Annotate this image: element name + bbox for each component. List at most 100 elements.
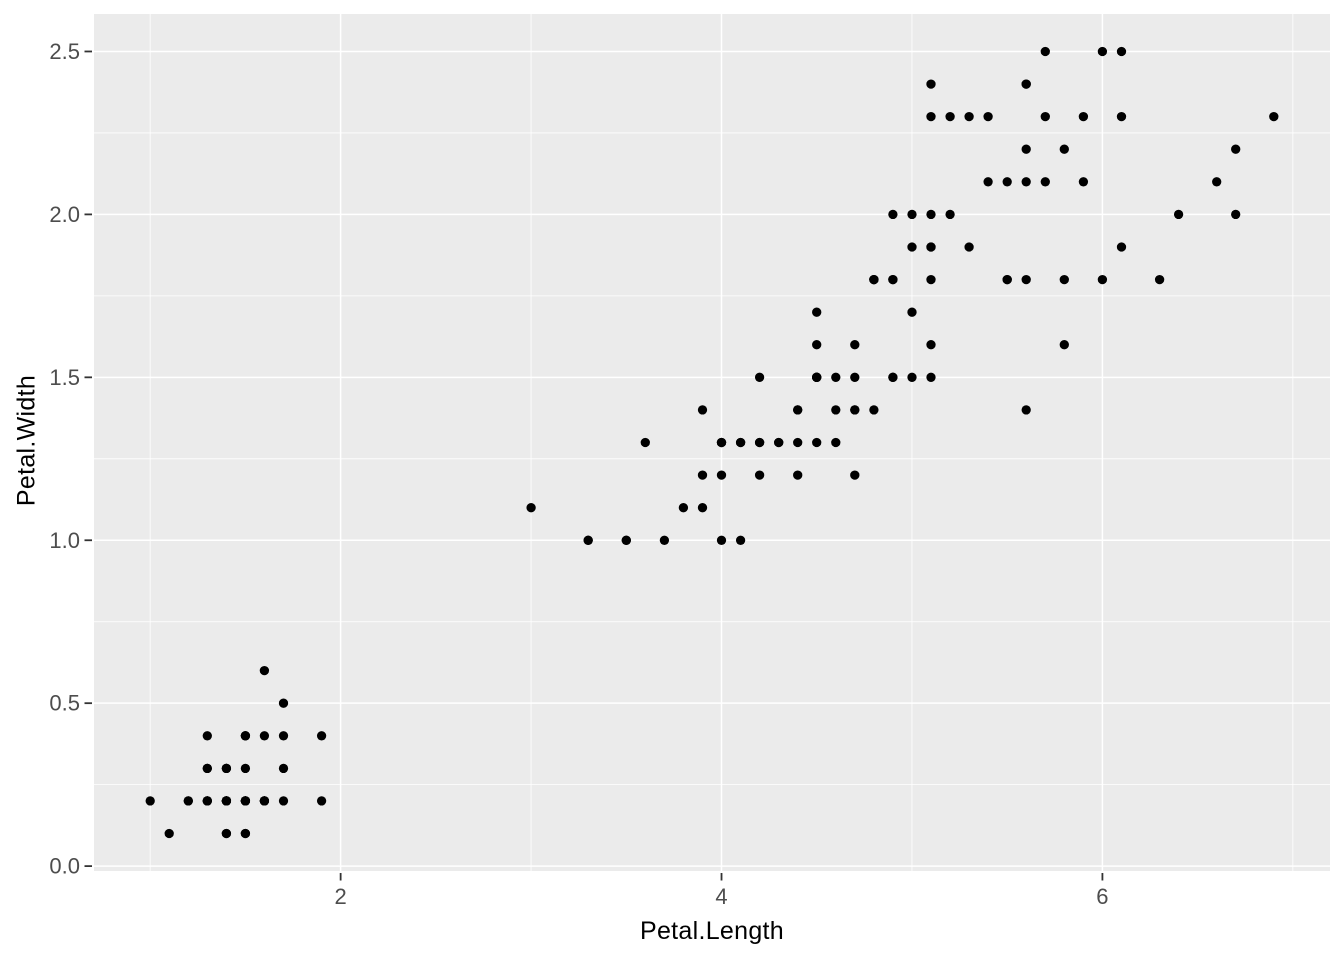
data-point — [1097, 46, 1108, 57]
data-point — [716, 535, 727, 545]
data-point — [1040, 46, 1050, 57]
data-point — [716, 437, 727, 448]
data-point — [1154, 274, 1165, 285]
data-point — [1021, 79, 1031, 89]
y-axis-title: Petal.Width — [12, 374, 41, 507]
data-point — [793, 470, 803, 480]
data-point — [888, 372, 898, 382]
data-point — [697, 470, 708, 480]
y-tick-label: 1.0 — [49, 528, 80, 553]
data-point — [259, 796, 270, 806]
data-point — [240, 763, 251, 774]
data-point — [316, 731, 327, 741]
plot-panel — [94, 14, 1330, 871]
data-point — [202, 763, 212, 774]
x-tick-label: 2 — [335, 884, 347, 909]
data-point — [716, 470, 727, 480]
data-point — [678, 503, 689, 513]
data-point — [1059, 340, 1069, 350]
y-tick-label: 0.0 — [49, 854, 80, 879]
y-tick-label: 2.0 — [49, 202, 80, 227]
data-point — [1116, 242, 1127, 252]
data-point — [926, 340, 936, 350]
data-point — [907, 242, 917, 252]
data-point — [659, 535, 670, 545]
data-point — [278, 763, 289, 774]
x-tick-label: 4 — [715, 884, 727, 909]
data-point — [812, 437, 822, 448]
data-point — [1002, 274, 1012, 285]
data-point — [945, 111, 955, 122]
data-point — [926, 79, 936, 89]
data-point — [1002, 177, 1012, 187]
data-point — [1021, 144, 1031, 154]
data-point — [1059, 144, 1069, 154]
data-point — [278, 796, 289, 806]
data-point — [526, 503, 536, 513]
data-point — [1116, 46, 1127, 57]
data-point — [1021, 177, 1031, 187]
data-point — [793, 405, 803, 415]
data-point — [1040, 177, 1050, 187]
data-point — [1021, 405, 1031, 415]
data-point — [926, 372, 936, 382]
data-point — [964, 111, 974, 122]
data-point — [1212, 177, 1222, 187]
data-point — [754, 372, 765, 382]
data-point — [1078, 177, 1089, 187]
data-point — [850, 470, 860, 480]
data-point — [202, 731, 212, 741]
x-tick-label: 6 — [1096, 884, 1108, 909]
data-point — [869, 405, 879, 415]
data-point — [1269, 111, 1279, 122]
data-point — [888, 209, 898, 220]
data-point — [926, 111, 936, 122]
data-point — [697, 503, 708, 513]
data-point — [621, 535, 631, 545]
data-point — [697, 405, 708, 415]
data-point — [202, 796, 212, 806]
data-point — [1059, 274, 1069, 285]
data-point — [240, 796, 251, 806]
data-point — [259, 731, 270, 741]
y-tick-label: 2.5 — [49, 39, 80, 64]
data-point — [850, 372, 860, 382]
data-point — [907, 209, 917, 220]
data-point — [926, 209, 936, 220]
data-point — [1021, 274, 1031, 285]
data-point — [1078, 111, 1089, 122]
data-point — [964, 242, 974, 252]
data-point — [774, 437, 784, 448]
data-point — [926, 242, 936, 252]
data-point — [907, 307, 917, 317]
data-point — [221, 796, 232, 806]
y-tick-label: 0.5 — [49, 691, 80, 716]
data-point — [850, 405, 860, 415]
data-point — [793, 437, 803, 448]
data-point — [183, 796, 193, 806]
data-point — [831, 372, 841, 382]
data-point — [812, 307, 822, 317]
data-point — [983, 111, 993, 122]
data-point — [164, 828, 174, 839]
data-point — [831, 437, 841, 448]
data-point — [240, 731, 251, 741]
data-point — [869, 274, 879, 285]
data-point — [812, 340, 822, 350]
data-point — [754, 470, 765, 480]
data-point — [221, 828, 232, 839]
x-axis-title: Petal.Length — [640, 917, 784, 945]
data-point — [221, 763, 232, 774]
data-point — [240, 828, 251, 839]
data-point — [888, 274, 898, 285]
data-point — [735, 535, 746, 545]
data-point — [926, 274, 936, 285]
data-point — [983, 177, 993, 187]
data-point — [831, 405, 841, 415]
data-point — [735, 437, 746, 448]
data-point — [1231, 209, 1241, 220]
data-point — [259, 665, 270, 676]
data-point — [278, 698, 289, 708]
